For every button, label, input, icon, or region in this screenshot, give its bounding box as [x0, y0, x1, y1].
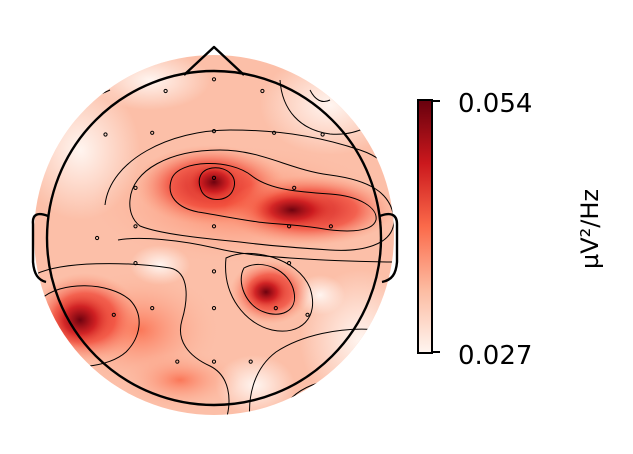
- sensor-marker: [175, 359, 180, 364]
- sensor-marker: [260, 88, 265, 94]
- right-ear: [379, 212, 399, 284]
- sensor-marker: [305, 312, 310, 317]
- sensor-marker: [133, 261, 138, 266]
- sensor-marker: [248, 359, 253, 364]
- sensor-marker: [103, 132, 108, 137]
- sensor-marker: [211, 359, 217, 364]
- colorbar-scale: [417, 99, 433, 354]
- sensor-marker: [287, 224, 292, 229]
- sensor-marker: [150, 306, 155, 311]
- sensor-marker: [163, 88, 168, 94]
- sensor-markers: [95, 77, 333, 364]
- sensor-marker: [211, 77, 217, 82]
- sensor-marker: [133, 185, 138, 190]
- sensor-marker: [273, 306, 278, 311]
- sensor-marker: [287, 261, 292, 266]
- sensor-marker: [95, 235, 100, 241]
- sensor-marker: [150, 130, 155, 135]
- sensor-marker: [272, 130, 277, 135]
- sensor-marker: [211, 175, 217, 180]
- nose: [183, 45, 245, 76]
- colorbar-max-label: 0.054: [458, 89, 532, 119]
- sensor-marker: [292, 185, 297, 190]
- sensor-marker: [211, 129, 217, 134]
- colorbar-unit-label: µV²/Hz: [576, 189, 604, 269]
- colorbar: 0.054 0.027 µV²/Hz: [417, 89, 604, 371]
- heat-field: [34, 55, 394, 415]
- sensor-marker: [133, 224, 138, 229]
- sensor-marker: [211, 306, 217, 311]
- sensor-marker: [211, 224, 217, 229]
- left-ear: [31, 212, 49, 284]
- head-outline: [31, 45, 399, 407]
- sensor-marker: [111, 312, 116, 317]
- sensor-marker: [328, 224, 333, 229]
- sensor-marker: [211, 269, 217, 274]
- colorbar-min-label: 0.027: [458, 341, 532, 371]
- sensor-marker: [320, 132, 325, 137]
